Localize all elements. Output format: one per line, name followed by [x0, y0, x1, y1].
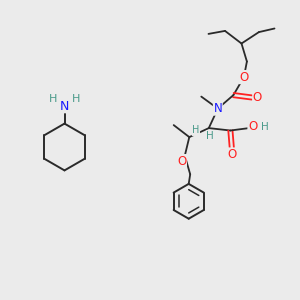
Text: N: N: [60, 100, 69, 113]
Text: H: H: [206, 130, 214, 141]
Text: H: H: [49, 94, 57, 104]
Text: H: H: [192, 125, 200, 136]
Text: O: O: [239, 70, 248, 84]
Text: O: O: [253, 91, 262, 104]
Text: O: O: [227, 148, 236, 161]
Text: N: N: [213, 102, 222, 115]
Text: O: O: [177, 154, 186, 168]
Text: H: H: [261, 122, 268, 132]
Text: O: O: [248, 120, 257, 133]
Text: H: H: [72, 94, 80, 104]
